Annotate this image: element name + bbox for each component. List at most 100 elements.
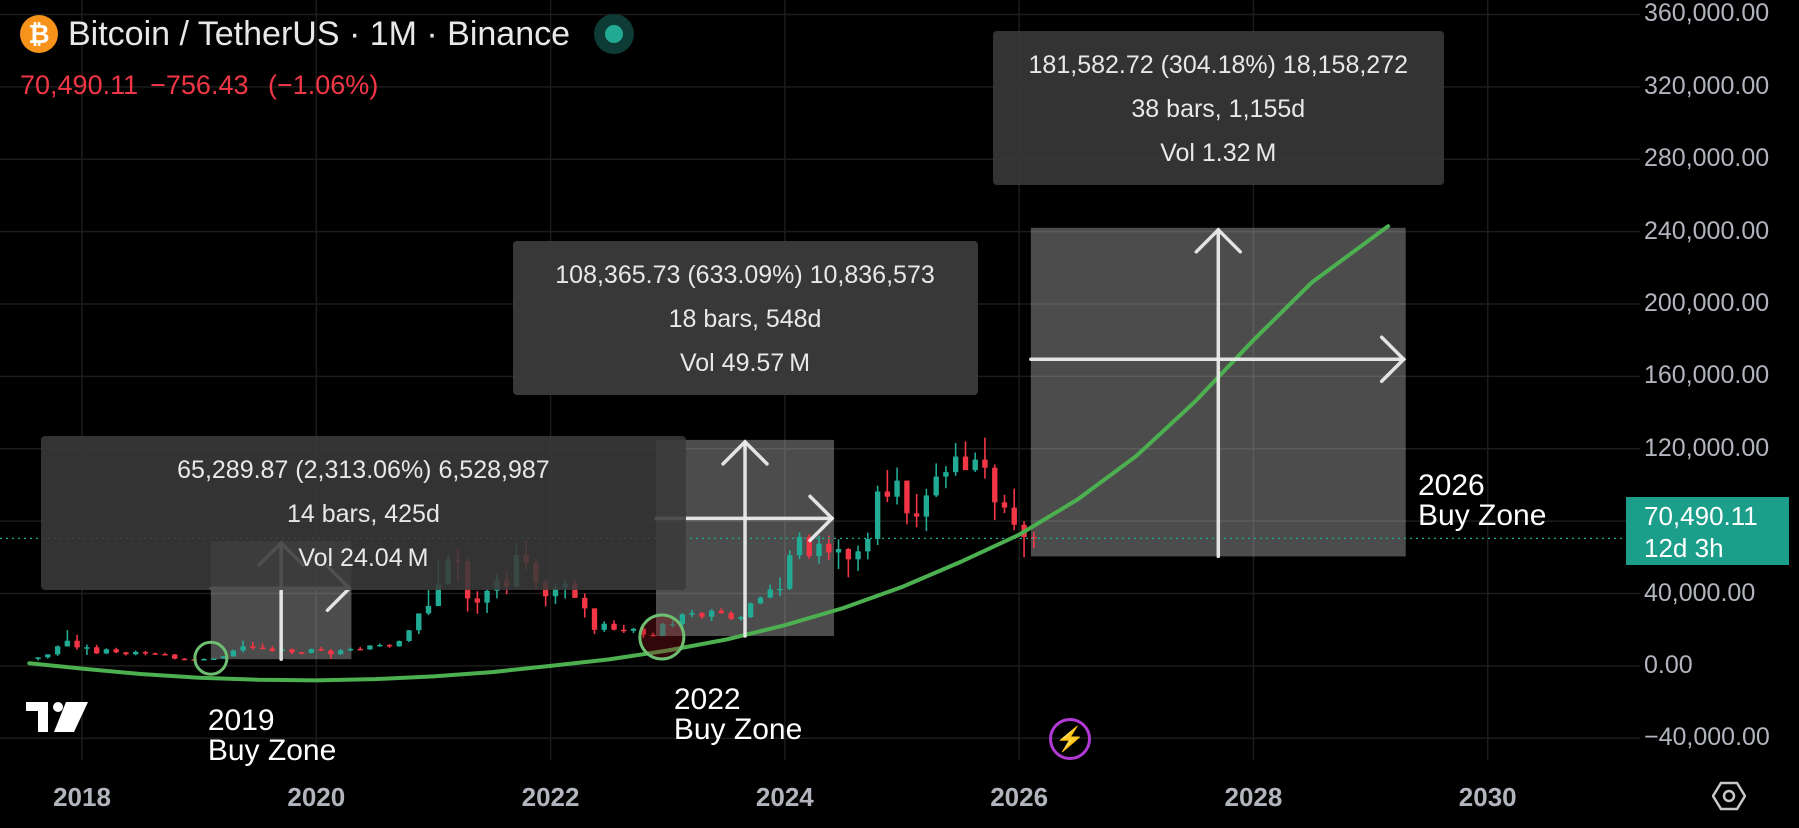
y-tick-label: 40,000.00 — [1644, 578, 1756, 607]
candle-body — [162, 653, 168, 656]
measure-info-box[interactable]: 65,289.87 (2,313.06%) 6,528,987 14 bars, … — [40, 436, 686, 591]
candle-body — [669, 624, 676, 626]
candle-body — [582, 597, 588, 609]
symbol-header[interactable]: ₿ Bitcoin / TetherUS · 1M · Binance — [20, 14, 635, 54]
x-tick-label: 2022 — [521, 782, 580, 812]
last-price-tag: 70,490.11 12d 3h — [1626, 497, 1789, 565]
x-tick-label: 2028 — [1224, 782, 1283, 812]
candle-body — [1011, 507, 1017, 525]
y-tick-label: 160,000.00 — [1644, 361, 1770, 390]
candle-body — [357, 648, 363, 651]
measure-info-box[interactable]: 108,365.73 (633.09%) 10,836,573 18 bars, … — [512, 240, 978, 395]
measure-line3: Vol 24.04 M — [298, 544, 429, 573]
candle-body — [972, 459, 978, 471]
support-curve — [27, 224, 1391, 683]
arrow-up-head — [721, 439, 769, 466]
candle-body — [484, 590, 490, 603]
measure-line1: 181,582.72 (304.18%) 18,158,272 — [1028, 50, 1409, 79]
candle-body — [211, 658, 217, 660]
buy-zone-circle — [638, 613, 686, 661]
y-tick-label: −40,000.00 — [1644, 723, 1770, 752]
candle-body — [74, 640, 80, 648]
candle-body — [826, 543, 832, 553]
candle-body — [132, 651, 139, 655]
candle-body — [123, 652, 129, 655]
buy-zone-circle — [193, 640, 229, 676]
x-tick-label: 2018 — [53, 782, 111, 812]
candle-body — [591, 608, 598, 630]
y-tick-label: 320,000.00 — [1644, 71, 1770, 100]
symbol-title[interactable]: Bitcoin / TetherUS · 1M · Binance — [68, 14, 571, 53]
candle-body — [747, 603, 754, 618]
measure-line3: Vol 49.57 M — [679, 348, 811, 377]
candle-body — [142, 651, 149, 654]
bar-countdown: 12d 3h — [1644, 533, 1724, 563]
candle-body — [240, 646, 246, 651]
buy-zone-text: Buy Zone — [1418, 499, 1547, 532]
candle-body — [816, 543, 822, 557]
measure-line1: 65,289.87 (2,313.06%) 6,528,987 — [177, 456, 550, 485]
candle-body — [367, 645, 373, 650]
lightning-icon[interactable]: ⚡ — [1049, 718, 1091, 760]
candle-body — [904, 480, 910, 514]
candle-body — [269, 648, 276, 651]
candle-body — [1001, 502, 1008, 508]
candle-body — [552, 587, 559, 597]
buy-zone-label: 2022 Buy Zone — [673, 682, 803, 746]
candle-body — [650, 634, 656, 637]
candle-body — [982, 459, 988, 468]
candle-body — [152, 653, 158, 655]
candle-body — [767, 589, 773, 598]
candle-body — [933, 476, 939, 496]
quote-line: 70,490.11 −756.43 (−1.06%) — [20, 70, 378, 101]
candle-body — [621, 629, 627, 632]
candle-body — [377, 644, 383, 647]
arrow-up-head — [1194, 227, 1243, 254]
candle-body — [220, 656, 227, 659]
buy-zone-text: Buy Zone — [673, 712, 803, 746]
measure-info-box[interactable]: 181,582.72 (304.18%) 18,158,272 38 bars, … — [992, 30, 1444, 185]
candle-body — [708, 610, 715, 617]
candle-body — [93, 647, 100, 654]
x-tick-label: 2030 — [1458, 782, 1517, 812]
candle-body — [406, 630, 412, 641]
candle-body — [474, 598, 481, 603]
buy-zone-label: 2019 Buy Zone — [208, 706, 336, 766]
candle-body — [835, 549, 842, 553]
x-tick-label: 2026 — [990, 782, 1049, 812]
measure-arrows — [654, 439, 835, 638]
price-tag-value: 70,490.11 — [1644, 501, 1758, 531]
candle-body — [103, 649, 110, 654]
buy-zone-year: 2022 — [673, 682, 741, 716]
measure-arrows — [1029, 227, 1407, 559]
candle-body — [289, 649, 295, 653]
candle-body — [699, 613, 705, 617]
price-change: −756.43 — [150, 70, 249, 100]
candle-body — [689, 613, 695, 615]
candle-body — [913, 513, 920, 517]
arrow-right-head — [808, 494, 835, 543]
candle-body — [337, 650, 344, 655]
candle-body — [952, 456, 959, 473]
candle-body — [660, 624, 666, 637]
candle-body — [201, 659, 207, 661]
candle-body — [865, 538, 871, 552]
candle-body — [630, 628, 637, 631]
candle-body — [611, 623, 617, 630]
candle-body — [679, 614, 686, 625]
y-tick-label: 240,000.00 — [1644, 216, 1770, 245]
candle-body — [64, 640, 71, 647]
candle-body — [757, 597, 764, 604]
candle-body — [787, 555, 793, 589]
candle-body — [181, 658, 188, 661]
settings-hexagon-icon[interactable] — [1712, 781, 1746, 811]
market-status-icon[interactable] — [594, 14, 635, 54]
candle-body — [308, 649, 315, 653]
candle-body — [347, 648, 354, 651]
candle-body — [884, 491, 891, 497]
candle-body — [962, 456, 969, 471]
candle-body — [435, 584, 442, 607]
tradingview-logo-icon[interactable] — [26, 700, 92, 734]
candle-body — [845, 549, 852, 560]
